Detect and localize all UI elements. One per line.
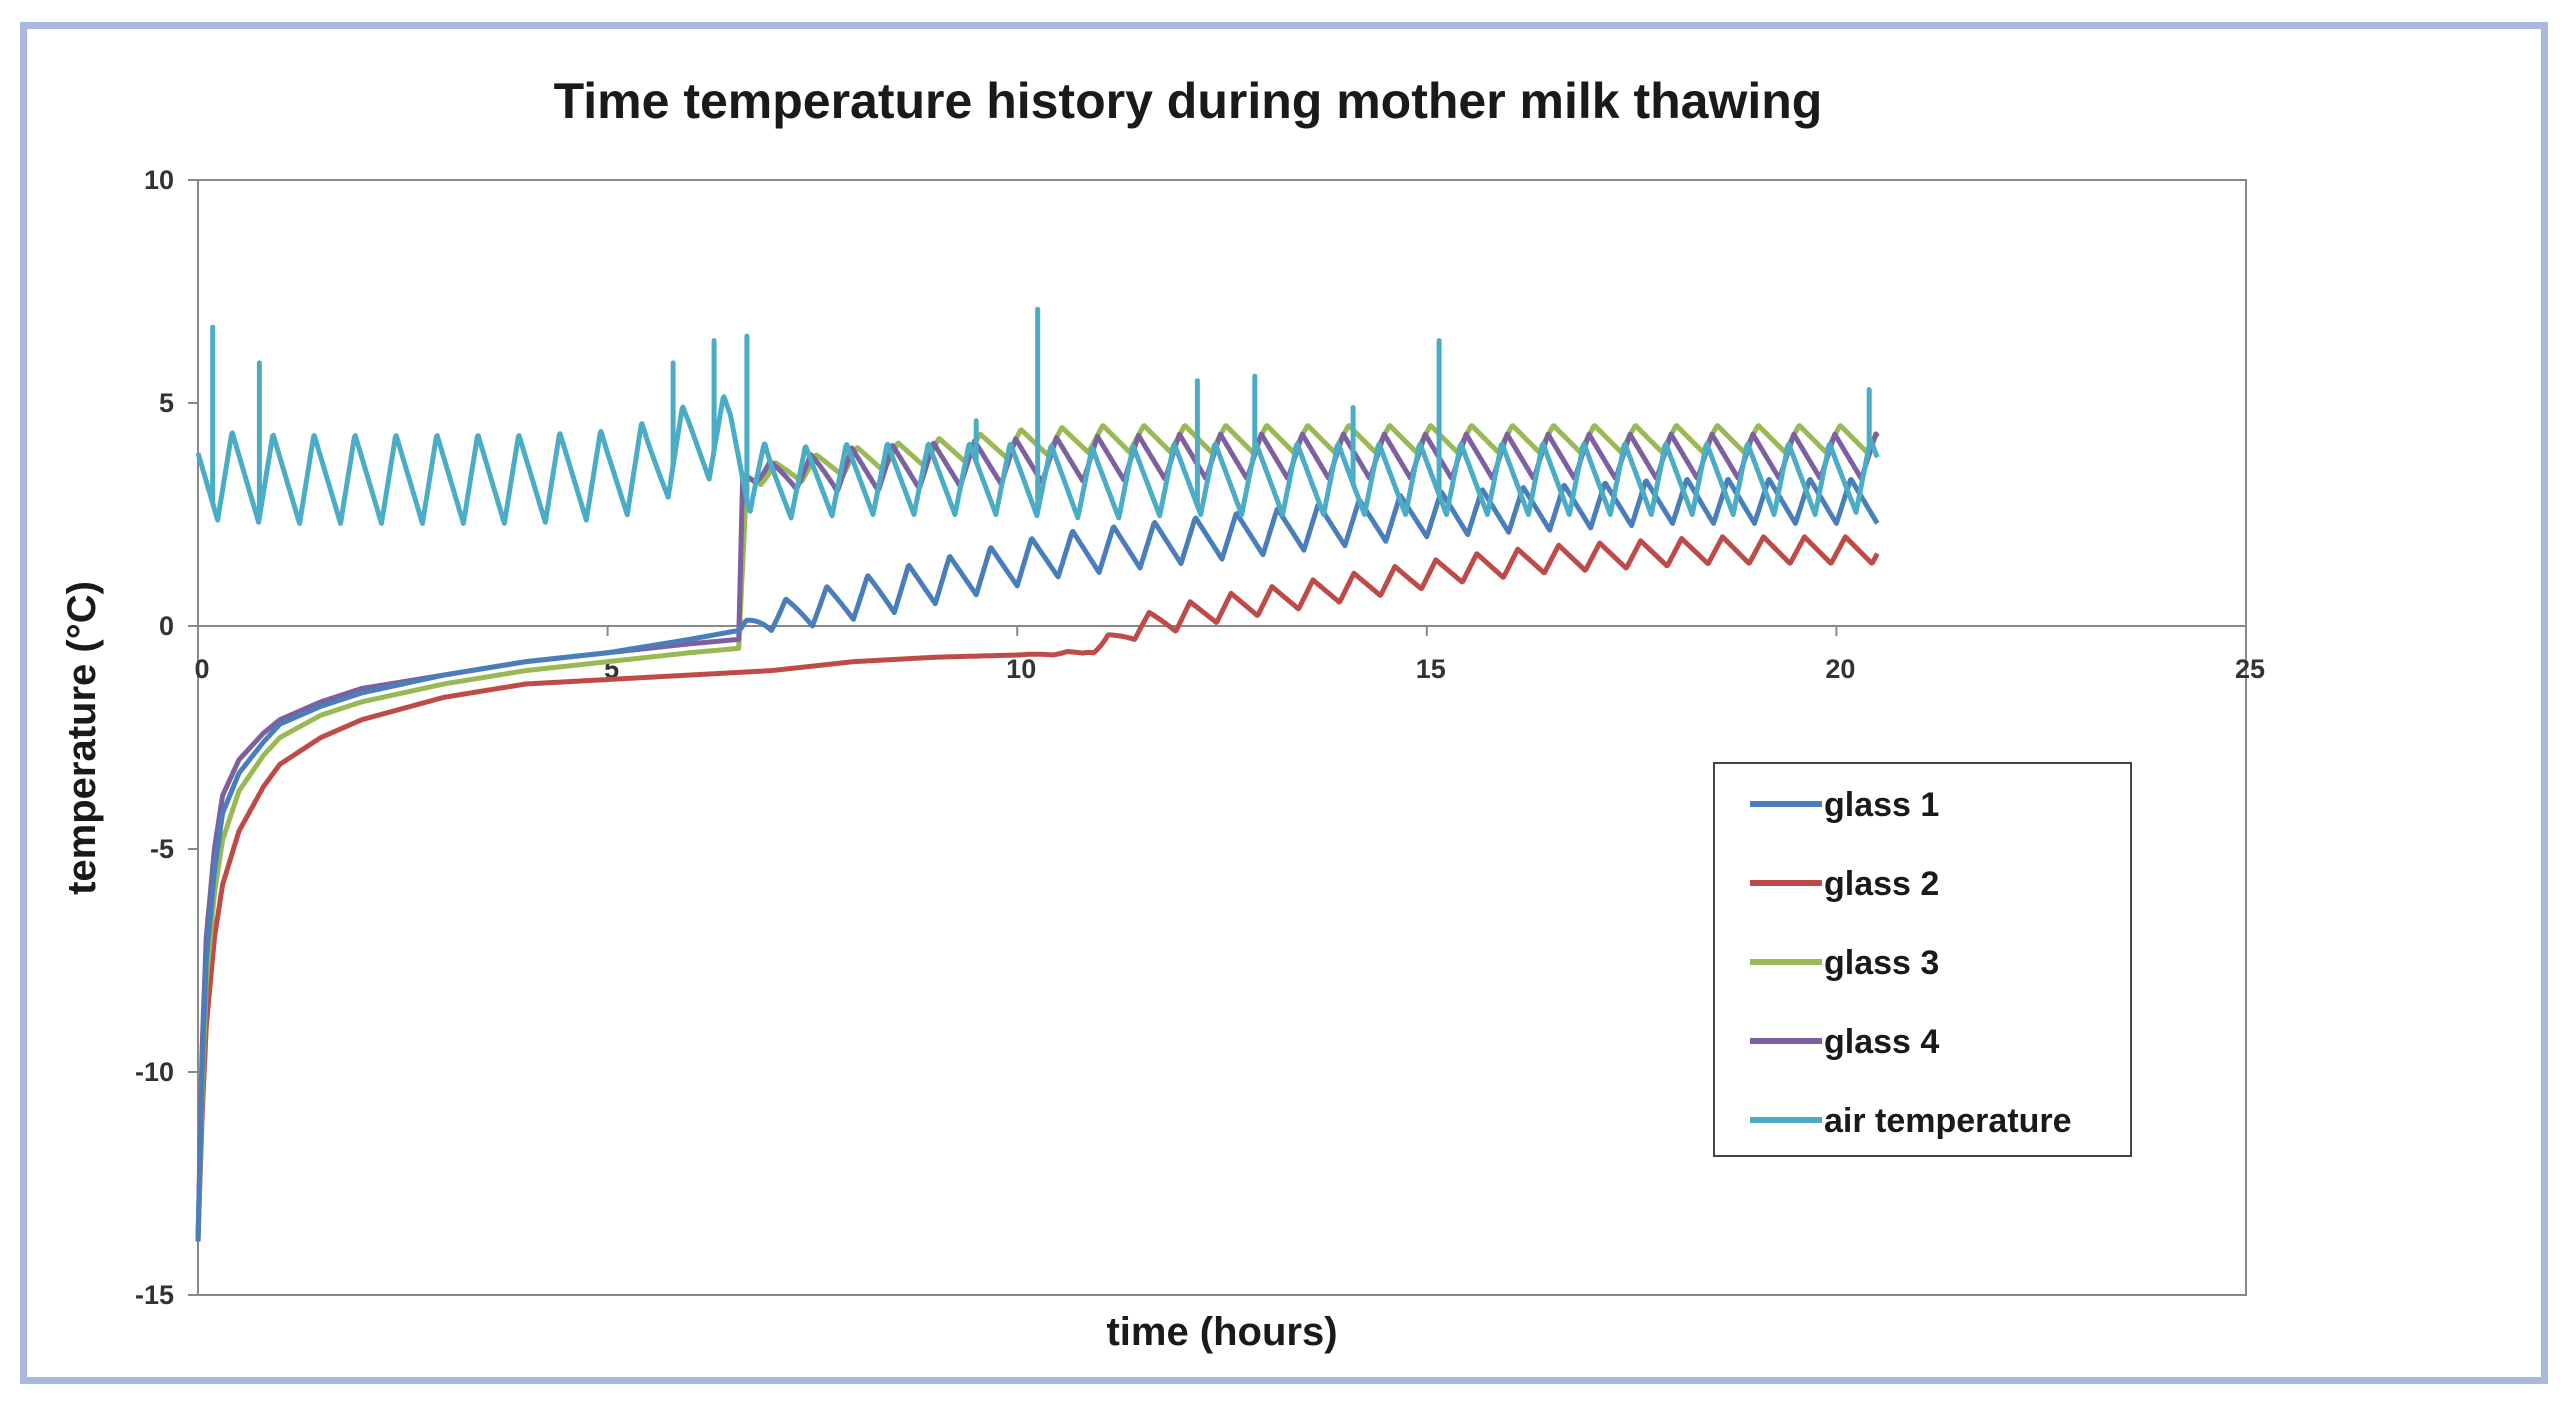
x-tick-label: 10 bbox=[1006, 654, 1036, 684]
legend-label: glass 2 bbox=[1824, 865, 1939, 903]
x-tick-label: 25 bbox=[2235, 654, 2265, 684]
legend-label: air temperature bbox=[1824, 1102, 2072, 1140]
legend-label: glass 3 bbox=[1824, 944, 1939, 982]
y-tick-label: -5 bbox=[150, 834, 174, 864]
y-axis-label: temperature (°C) bbox=[60, 581, 104, 895]
y-tick-label: -10 bbox=[135, 1057, 174, 1087]
x-tick-label: 20 bbox=[1825, 654, 1855, 684]
series-line-glass-2 bbox=[195, 534, 1880, 1242]
y-tick-label: 0 bbox=[159, 611, 174, 641]
y-axis-ticks: 10 5 0 -5 -10 -15 bbox=[135, 165, 198, 1310]
x-tick-label: 15 bbox=[1416, 654, 1446, 684]
chart-title: Time temperature history during mother m… bbox=[554, 73, 1823, 129]
y-tick-label: 10 bbox=[144, 165, 174, 195]
x-axis-label: time (hours) bbox=[1106, 1310, 1337, 1354]
y-tick-label: 5 bbox=[159, 388, 174, 418]
legend-label: glass 1 bbox=[1824, 786, 1939, 824]
legend: glass 1 glass 2 glass 3 glass 4 air temperat… bbox=[1713, 762, 2132, 1157]
series-line-glass-1 bbox=[195, 477, 1880, 1242]
series-line-air-temperature bbox=[195, 306, 1880, 526]
x-axis-ticks: 0 5 10 15 20 25 bbox=[194, 626, 2265, 684]
y-tick-label: -15 bbox=[135, 1280, 174, 1310]
legend-label: glass 4 bbox=[1824, 1023, 1939, 1061]
x-tick-label: 0 bbox=[194, 654, 209, 684]
data-series bbox=[195, 306, 1880, 1242]
